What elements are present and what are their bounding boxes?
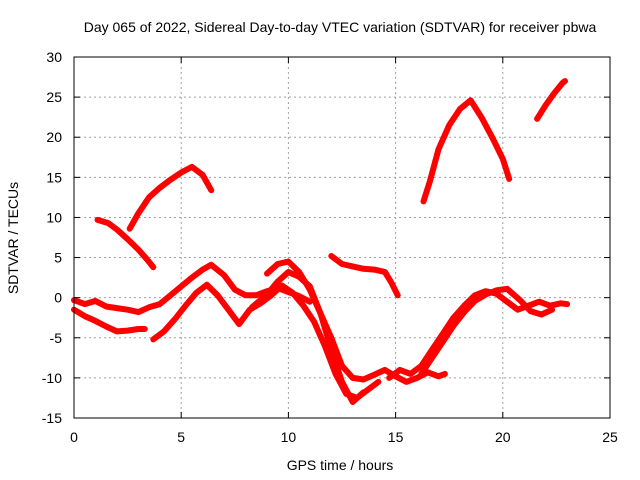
y-tick-label: 15 xyxy=(46,169,62,185)
series-arc-02 xyxy=(126,163,215,232)
plot-frame xyxy=(73,56,611,419)
series-arc-03 xyxy=(71,306,148,335)
y-tick-label: 10 xyxy=(46,209,62,225)
y-tick-label: 30 xyxy=(46,49,62,65)
series-group xyxy=(71,78,571,405)
y-tick-label: 20 xyxy=(46,129,62,145)
x-tick-label: 5 xyxy=(177,429,185,445)
x-tick-label: 20 xyxy=(495,429,511,445)
y-tick-label: -10 xyxy=(42,370,62,386)
series-arc-12 xyxy=(534,78,568,122)
chart-title: Day 065 of 2022, Sidereal Day-to-day VTE… xyxy=(84,19,597,35)
series-arc-10 xyxy=(418,285,556,377)
y-tick-label: -5 xyxy=(50,330,63,346)
y-tick-label: 25 xyxy=(46,89,62,105)
y-axis: -15 -10 -5 0 5 10 15 20 25 30 xyxy=(42,49,610,426)
y-axis-label: SDTVAR / TECUs xyxy=(5,182,21,294)
series-arc-01 xyxy=(94,216,157,271)
x-tick-label: 10 xyxy=(281,429,297,445)
series-arc-09 xyxy=(386,288,571,381)
series-arc-11 xyxy=(420,97,513,205)
series-arc-08 xyxy=(328,253,401,299)
x-tick-label: 25 xyxy=(602,429,618,445)
y-tick-label: -15 xyxy=(42,410,62,426)
x-axis-label: GPS time / hours xyxy=(287,457,394,473)
series-arc-06 xyxy=(264,258,448,385)
x-tick-label: 0 xyxy=(70,429,78,445)
x-axis: 0 5 10 15 20 25 xyxy=(70,57,618,445)
y-tick-label: 5 xyxy=(54,250,62,266)
y-tick-label: 0 xyxy=(54,290,62,306)
series-arc-07 xyxy=(249,269,367,405)
x-tick-label: 15 xyxy=(388,429,404,445)
